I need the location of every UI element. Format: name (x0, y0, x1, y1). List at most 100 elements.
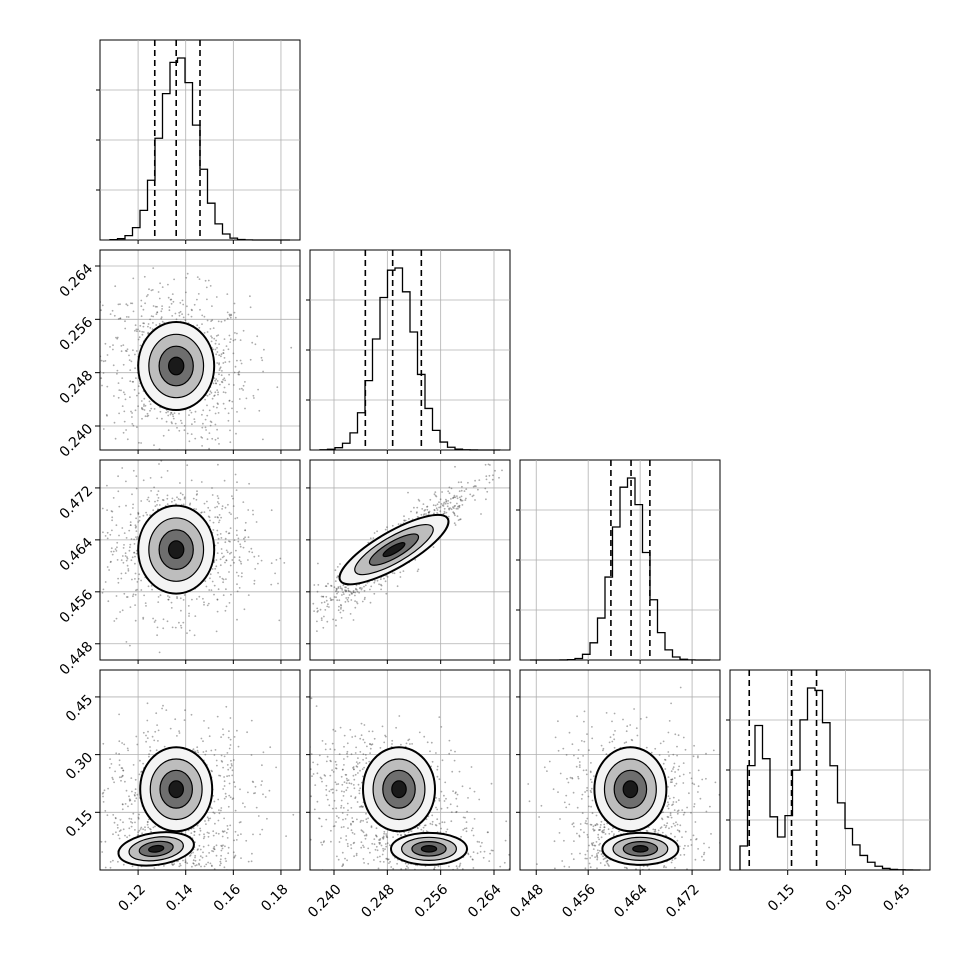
scatter-point (460, 495, 463, 498)
scatter-point (207, 602, 210, 605)
scatter-point (385, 876, 387, 878)
scatter-point (370, 826, 373, 829)
scatter-point (290, 346, 293, 349)
scatter-point (347, 809, 349, 812)
scatter-point (240, 362, 243, 365)
scatter-point (242, 389, 245, 391)
scatter-point (470, 829, 473, 832)
scatter-point (355, 587, 357, 590)
scatter-point (221, 552, 223, 555)
scatter-point (378, 873, 380, 875)
scatter-point (167, 429, 170, 432)
scatter-point (365, 818, 368, 821)
scatter-point (125, 350, 128, 353)
scatter-point (474, 499, 476, 501)
scatter-point (295, 786, 297, 788)
scatter-point (132, 593, 135, 596)
scatter-point (115, 550, 118, 552)
scatter-point (314, 784, 317, 786)
scatter-point (185, 291, 187, 294)
scatter-point (194, 410, 197, 413)
scatter-point (409, 743, 411, 745)
scatter-point (114, 285, 117, 288)
scatter-point (459, 862, 462, 865)
scatter-point (109, 866, 112, 869)
scatter-point (379, 855, 381, 858)
scatter-point (431, 823, 434, 826)
scatter-point (145, 295, 148, 298)
scatter-point (387, 858, 389, 861)
scatter-point (216, 533, 219, 536)
scatter-point (359, 787, 362, 790)
scatter-point (435, 806, 437, 809)
scatter-point (678, 775, 681, 778)
scatter-point (565, 794, 568, 797)
scatter-point (208, 432, 211, 434)
scatter-point (376, 875, 378, 877)
scatter-point (134, 619, 137, 622)
scatter-point (196, 298, 198, 301)
scatter-point (316, 607, 319, 610)
scatter-point (339, 726, 342, 729)
scatter-point (160, 316, 163, 318)
scatter-point (233, 781, 236, 784)
scatter-point (487, 831, 489, 834)
scatter-point (214, 438, 217, 441)
scatter-point (674, 771, 676, 773)
scatter-point (228, 730, 230, 732)
scatter-point (111, 516, 114, 519)
scatter-point (221, 508, 224, 510)
scatter-point (705, 810, 708, 813)
scatter-point (498, 476, 500, 479)
scatter-point (260, 872, 262, 874)
scatter-point (167, 296, 170, 299)
scatter-point (85, 401, 87, 403)
scatter-point (172, 864, 175, 866)
scatter-point (119, 829, 122, 832)
scatter-point (350, 844, 352, 846)
scatter-point (617, 881, 619, 883)
scatter-point (229, 527, 232, 529)
scatter-point (612, 880, 614, 882)
scatter-point (166, 470, 169, 472)
scatter-point (157, 596, 160, 598)
scatter-point (435, 752, 437, 754)
scatter-point (382, 861, 385, 863)
scatter-point (207, 727, 210, 729)
scatter-point (108, 569, 110, 571)
scatter-point (432, 546, 435, 548)
scatter-point (443, 794, 445, 797)
scatter-point (344, 773, 347, 776)
scatter-point (250, 860, 253, 863)
scatter-point (140, 305, 143, 308)
scatter-point (340, 790, 343, 793)
scatter-point (145, 740, 148, 743)
scatter-point (360, 846, 363, 849)
scatter-point (361, 600, 364, 603)
scatter-point (594, 844, 597, 847)
scatter-point (340, 799, 343, 802)
scatter-point (250, 754, 253, 756)
scatter-point (156, 626, 159, 629)
scatter-point (326, 620, 329, 623)
scatter-point (635, 876, 637, 878)
scatter-point (676, 745, 678, 748)
scatter-point (543, 766, 546, 769)
scatter-point (228, 314, 231, 317)
scatter-point (586, 787, 588, 789)
scatter-point (218, 443, 220, 445)
scatter-point (136, 536, 139, 538)
scatter-point (351, 736, 354, 738)
scatter-point (220, 320, 223, 323)
scatter-point (429, 822, 432, 825)
panel-content (100, 460, 300, 660)
scatter-point (469, 787, 471, 790)
scatter-point (213, 868, 216, 870)
scatter-point (151, 289, 154, 291)
scatter-point (301, 614, 303, 616)
scatter-point (341, 768, 344, 771)
scatter-point (234, 809, 237, 812)
scatter-point (223, 780, 226, 783)
scatter-point (226, 775, 229, 778)
scatter-point (425, 830, 428, 832)
